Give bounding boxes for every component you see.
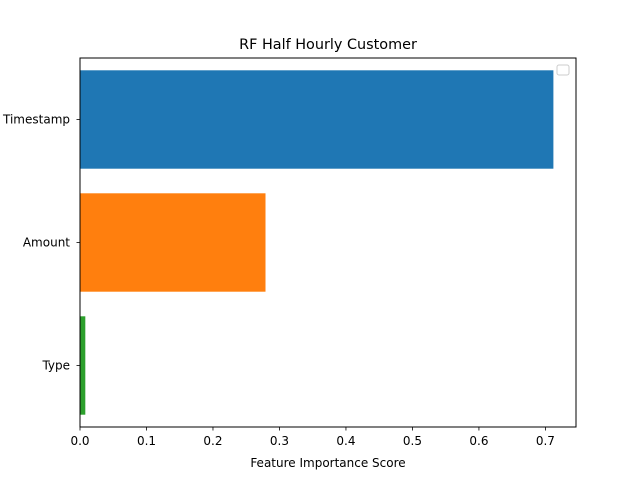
bars <box>80 70 554 415</box>
y-tick-label: Type <box>41 359 70 373</box>
bar-amount <box>80 193 266 292</box>
plot-frame <box>79 57 577 428</box>
x-tick-label: 0.6 <box>469 434 488 448</box>
x-tick-label: 0.2 <box>203 434 222 448</box>
x-tick-label: 0.7 <box>536 434 555 448</box>
legend-box <box>556 64 570 76</box>
x-tick-label: 0.3 <box>270 434 289 448</box>
x-tick-label: 0.0 <box>70 434 89 448</box>
x-tick-label: 0.1 <box>137 434 156 448</box>
chart-title: RF Half Hourly Customer <box>239 37 417 53</box>
x-axis-label: Feature Importance Score <box>250 456 405 470</box>
bar-type <box>80 316 86 415</box>
x-axis-ticks: 0.0 0.1 0.2 0.3 0.4 0.5 0.6 0.7 <box>70 427 555 448</box>
x-tick-label: 0.4 <box>336 434 355 448</box>
y-tick-label: Timestamp <box>2 113 70 127</box>
y-tick-label: Amount <box>23 236 70 250</box>
bar-timestamp <box>80 70 554 169</box>
x-tick-label: 0.5 <box>403 434 422 448</box>
y-axis-ticks: Timestamp Amount Type <box>2 113 80 373</box>
